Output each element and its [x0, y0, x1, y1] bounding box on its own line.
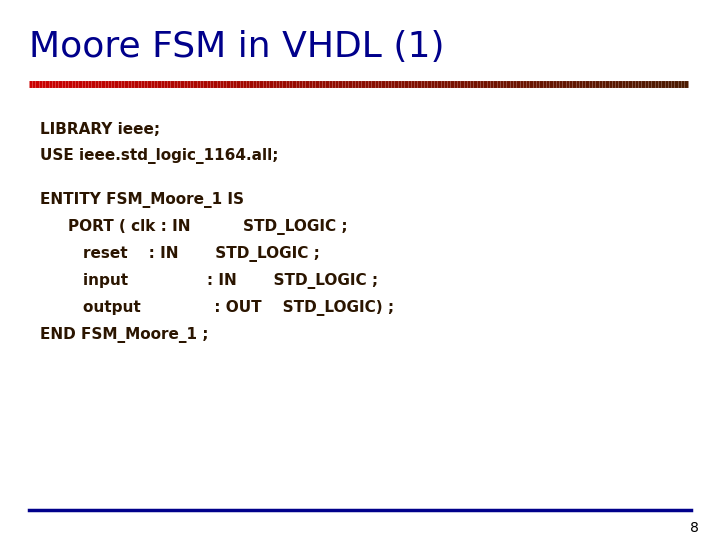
- Text: PORT ( clk : IN          STD_LOGIC ;: PORT ( clk : IN STD_LOGIC ;: [68, 219, 348, 235]
- Text: input               : IN       STD_LOGIC ;: input : IN STD_LOGIC ;: [83, 273, 378, 289]
- Text: reset    : IN       STD_LOGIC ;: reset : IN STD_LOGIC ;: [83, 246, 320, 262]
- Text: USE ieee.std_logic_1164.all;: USE ieee.std_logic_1164.all;: [40, 148, 278, 165]
- Text: output              : OUT    STD_LOGIC) ;: output : OUT STD_LOGIC) ;: [83, 300, 394, 316]
- Text: ENTITY FSM_Moore_1 IS: ENTITY FSM_Moore_1 IS: [40, 192, 243, 208]
- Text: END FSM_Moore_1 ;: END FSM_Moore_1 ;: [40, 327, 208, 343]
- Text: LIBRARY ieee;: LIBRARY ieee;: [40, 122, 160, 137]
- Text: Moore FSM in VHDL (1): Moore FSM in VHDL (1): [29, 30, 444, 64]
- Text: 8: 8: [690, 521, 698, 535]
